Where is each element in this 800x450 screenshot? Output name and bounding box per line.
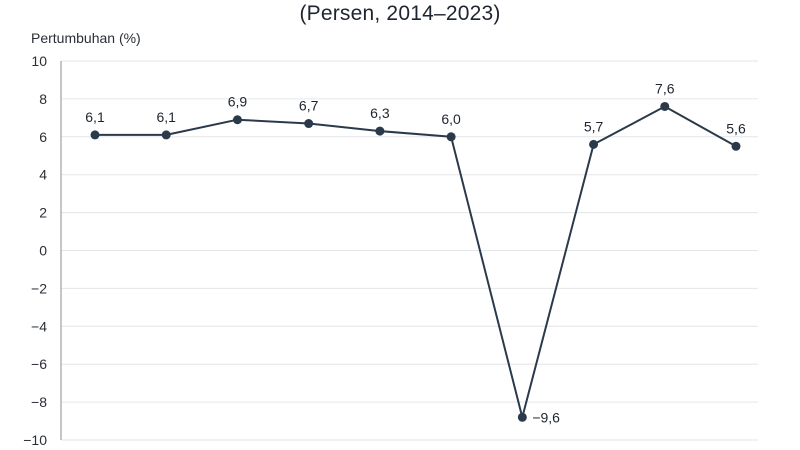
y-tick-label: −4 bbox=[31, 318, 47, 334]
y-tick-labels: 10 8 6 4 2 0 −2 −4 −6 −8 −10 bbox=[23, 53, 47, 448]
data-label: 6,1 bbox=[156, 109, 176, 125]
data-point bbox=[375, 126, 385, 136]
y-tick-label: −10 bbox=[23, 432, 47, 448]
y-tick-label: −6 bbox=[31, 356, 47, 372]
y-tick-label: −8 bbox=[31, 394, 47, 410]
data-label: 7,6 bbox=[655, 80, 675, 96]
chart-subtitle: (Persen, 2014–2023) bbox=[299, 2, 501, 25]
data-point bbox=[161, 130, 171, 140]
data-label: 6,3 bbox=[370, 105, 390, 121]
y-tick-label: 10 bbox=[31, 53, 47, 69]
y-tick-label: 0 bbox=[39, 243, 47, 259]
data-point bbox=[731, 141, 741, 151]
data-label: −9,6 bbox=[532, 409, 560, 425]
data-point bbox=[90, 130, 100, 140]
data-label: 5,7 bbox=[584, 118, 604, 134]
data-point bbox=[232, 115, 242, 125]
data-label: 5,6 bbox=[726, 120, 746, 136]
y-axis-label: Pertumbuhan (%) bbox=[31, 30, 141, 46]
y-tick-label: 6 bbox=[39, 129, 47, 145]
data-point bbox=[517, 412, 527, 422]
data-labels: 6,1 6,1 6,9 6,7 6,3 6,0 −9,6 5,7 7,6 5,6 bbox=[85, 80, 746, 425]
y-tick-label: 8 bbox=[39, 91, 47, 107]
series-line bbox=[95, 105, 737, 419]
data-point bbox=[446, 132, 456, 142]
data-point bbox=[304, 119, 314, 129]
data-label: 6,7 bbox=[299, 98, 319, 114]
series-polyline bbox=[95, 105, 737, 419]
data-points bbox=[90, 101, 741, 422]
y-tick-label: −2 bbox=[31, 280, 47, 296]
grid-lines bbox=[61, 60, 758, 441]
data-point bbox=[589, 139, 599, 149]
data-label: 6,1 bbox=[85, 109, 105, 125]
data-point bbox=[660, 101, 670, 111]
data-label: 6,0 bbox=[441, 111, 461, 127]
data-label: 6,9 bbox=[228, 94, 248, 110]
y-tick-label: 2 bbox=[39, 205, 47, 221]
y-tick-label: 4 bbox=[39, 167, 47, 183]
